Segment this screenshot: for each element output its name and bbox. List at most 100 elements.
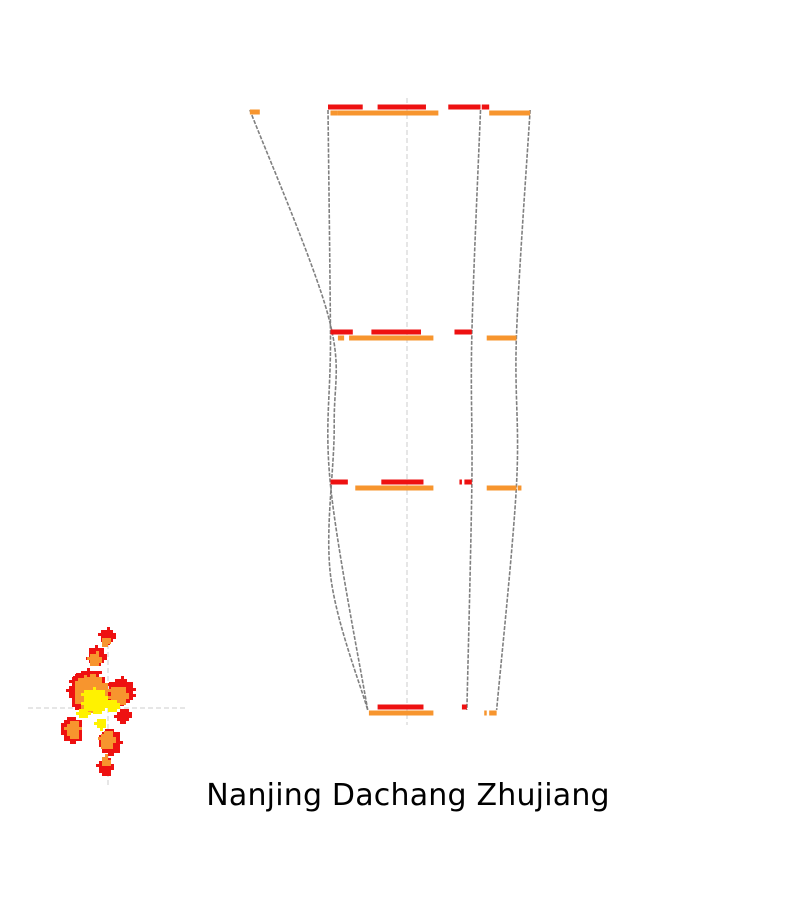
map-pixel (112, 682, 115, 685)
map-pixel (114, 709, 117, 712)
map-pixel (75, 701, 78, 704)
map-pixel (81, 671, 84, 674)
map-pixel (96, 708, 99, 711)
map-pixel (102, 708, 105, 711)
map-pixel (109, 685, 112, 688)
map-pixel (99, 690, 102, 693)
connector-lines (249, 109, 531, 711)
map-pixel (81, 687, 84, 690)
map-pixel (117, 744, 120, 747)
map-pixel (73, 741, 76, 744)
map-pixel (114, 703, 117, 706)
map-pixel (90, 674, 93, 677)
map-pixel (108, 763, 111, 766)
map-pixel (129, 715, 132, 718)
map-pixel (130, 682, 133, 685)
map-pixel (102, 770, 105, 773)
map-pixel (100, 725, 103, 728)
map-pixel (78, 701, 81, 704)
map-pixel (99, 696, 102, 699)
map-pixel (108, 700, 111, 703)
interval-a-segment (371, 329, 421, 335)
map-pixel (123, 702, 126, 705)
map-pixel (78, 687, 81, 690)
map-pixel (118, 685, 121, 688)
map-pixel (117, 741, 120, 744)
map-pixel (117, 703, 120, 706)
map-pixel (97, 722, 100, 725)
map-pixel (110, 740, 113, 743)
map-pixel (111, 729, 114, 732)
map-pixel (81, 702, 84, 705)
interval-b-segment (337, 110, 439, 116)
map-pixel (96, 711, 99, 714)
map-pixel (81, 678, 84, 681)
map-pixel (87, 674, 90, 677)
map-pixel (73, 727, 76, 730)
interval-b-marker (249, 109, 260, 115)
map-pixel (111, 687, 114, 690)
map-pixel (72, 689, 75, 692)
map-pixel (76, 730, 79, 733)
map-pixel (123, 690, 126, 693)
map-pixel (79, 723, 82, 726)
map-pixel (98, 737, 101, 740)
map-pixel (70, 717, 73, 720)
interval-a-segment (377, 704, 424, 710)
map-pixel (92, 651, 95, 654)
interval-a-segment (330, 329, 353, 335)
map-pixel (87, 708, 90, 711)
map-pixel (105, 696, 108, 699)
map-pixel (120, 721, 123, 724)
map-pixel (105, 729, 108, 732)
map-pixel (99, 660, 102, 663)
map-pixel (105, 767, 108, 770)
map-pixel (78, 692, 81, 695)
map-pixel (114, 687, 117, 690)
map-pixel (98, 633, 101, 636)
map-pixel (84, 678, 87, 681)
map-pixel (78, 707, 81, 710)
map-pixel (110, 633, 113, 636)
connector-line (495, 109, 531, 711)
map-pixel (84, 690, 87, 693)
map-pixel (93, 708, 96, 711)
map-pixel (79, 676, 82, 679)
map-pixel (108, 753, 111, 756)
map-pixel (90, 680, 93, 683)
map-pixel (105, 773, 108, 776)
connector-line (466, 109, 482, 711)
map-pixel (105, 770, 108, 773)
map-pixel (90, 696, 93, 699)
map-pixel (114, 744, 117, 747)
map-pixel (111, 706, 114, 709)
map-pixel (104, 731, 107, 734)
map-pixel (114, 690, 117, 693)
map-pixel (67, 730, 70, 733)
map-pixel (87, 710, 90, 713)
map-pixel (102, 683, 105, 686)
map-pixel (126, 696, 129, 699)
map-pixel (108, 696, 111, 699)
map-pixel (99, 671, 102, 674)
map-pixel (108, 750, 111, 753)
map-pixel (107, 743, 110, 746)
map-pixel (102, 773, 105, 776)
location-map-icon (28, 627, 188, 788)
map-pixel (81, 693, 84, 696)
map-pixel (105, 692, 108, 695)
map-pixel (102, 702, 105, 705)
map-pixel (105, 760, 108, 763)
interval-b-segment (489, 710, 497, 716)
map-pixel (114, 715, 117, 718)
map-pixel (79, 720, 82, 723)
map-pixel (73, 736, 76, 739)
map-pixel (111, 764, 114, 767)
map-pixel (114, 693, 117, 696)
map-pixel (104, 740, 107, 743)
map-pixel (90, 654, 93, 657)
map-pixel (124, 679, 127, 682)
interval-a-segment (481, 104, 490, 110)
map-pixel (88, 712, 91, 715)
map-pixel (99, 657, 102, 660)
